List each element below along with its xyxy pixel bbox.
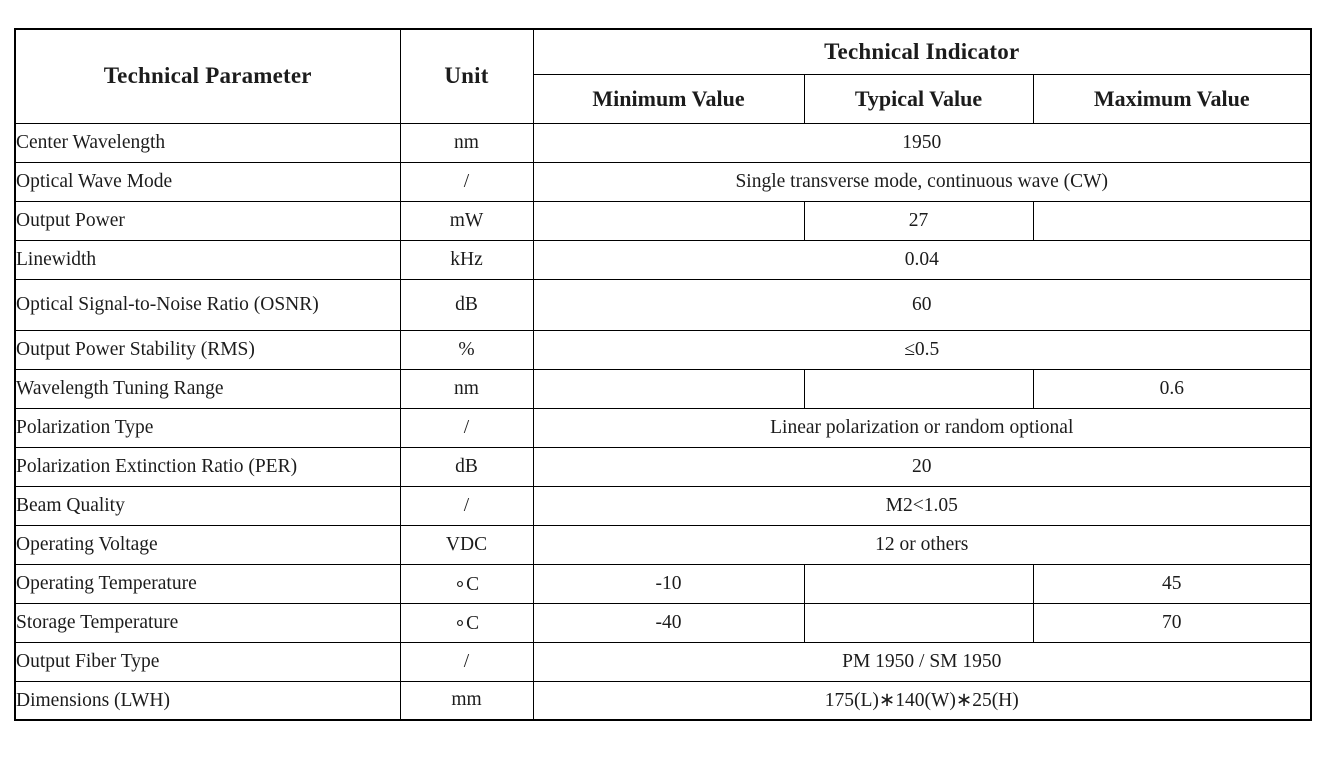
param-cell: Output Power: [14, 200, 401, 241]
header-unit: Unit: [399, 28, 534, 124]
header-row-1: Technical Parameter Unit Technical Indic…: [14, 28, 1312, 124]
unit-cell: /: [399, 407, 534, 448]
max-value-cell: 45: [1032, 563, 1312, 604]
param-cell: Output Power Stability (RMS): [14, 329, 401, 370]
unit-cell: dB: [399, 446, 534, 487]
value-cell: Linear polarization or random optional: [532, 407, 1312, 448]
unit-cell: nm: [399, 368, 534, 409]
value-cell: 12 or others: [532, 524, 1312, 565]
unit-cell: nm: [399, 122, 534, 163]
unit-cell: /: [399, 641, 534, 682]
value-cell: PM 1950 / SM 1950: [532, 641, 1312, 682]
table-row: Dimensions (LWH) mm 175(L)∗140(W)∗25(H): [14, 680, 1312, 721]
table-row: Operating Temperature ∘C -10 45: [14, 563, 1312, 604]
value-cell: 0.04: [532, 239, 1312, 280]
max-value-cell: 0.6: [1032, 368, 1312, 409]
spec-table: Technical Parameter Unit Technical Indic…: [14, 28, 1312, 721]
typ-value-cell: [803, 368, 1034, 409]
table-row: Output Power mW 27: [14, 200, 1312, 241]
min-value-cell: -40: [532, 602, 805, 643]
unit-cell: mW: [399, 200, 534, 241]
max-value-cell: 70: [1032, 602, 1312, 643]
header-maximum-value: Maximum Value: [1032, 73, 1312, 124]
value-cell: 175(L)∗140(W)∗25(H): [532, 680, 1312, 721]
param-cell: Wavelength Tuning Range: [14, 368, 401, 409]
table-row: Output Fiber Type / PM 1950 / SM 1950: [14, 641, 1312, 682]
unit-cell: VDC: [399, 524, 534, 565]
unit-cell: dB: [399, 278, 534, 331]
value-cell: Single transverse mode, continuous wave …: [532, 161, 1312, 202]
param-cell: Dimensions (LWH): [14, 680, 401, 721]
min-value-cell: [532, 368, 805, 409]
param-cell: Operating Voltage: [14, 524, 401, 565]
table-row: Storage Temperature ∘C -40 70: [14, 602, 1312, 643]
table-row: Polarization Extinction Ratio (PER) dB 2…: [14, 446, 1312, 487]
param-cell: Optical Wave Mode: [14, 161, 401, 202]
unit-cell: /: [399, 485, 534, 526]
unit-cell: ∘C: [399, 563, 534, 604]
unit-cell: /: [399, 161, 534, 202]
spec-table-container: Technical Parameter Unit Technical Indic…: [14, 28, 1312, 721]
param-cell: Beam Quality: [14, 485, 401, 526]
max-value-cell: [1032, 200, 1312, 241]
table-row: Operating Voltage VDC 12 or others: [14, 524, 1312, 565]
value-cell: 1950: [532, 122, 1312, 163]
param-cell: Storage Temperature: [14, 602, 401, 643]
param-cell: Output Fiber Type: [14, 641, 401, 682]
unit-cell: kHz: [399, 239, 534, 280]
value-cell: ≤0.5: [532, 329, 1312, 370]
table-row: Linewidth kHz 0.04: [14, 239, 1312, 280]
table-row: Optical Signal-to-Noise Ratio (OSNR) dB …: [14, 278, 1312, 331]
unit-cell: mm: [399, 680, 534, 721]
param-cell: Operating Temperature: [14, 563, 401, 604]
header-technical-indicator: Technical Indicator: [532, 28, 1312, 75]
typ-value-cell: 27: [803, 200, 1034, 241]
param-cell: Optical Signal-to-Noise Ratio (OSNR): [14, 278, 401, 331]
table-row: Wavelength Tuning Range nm 0.6: [14, 368, 1312, 409]
min-value-cell: -10: [532, 563, 805, 604]
param-cell: Polarization Type: [14, 407, 401, 448]
value-cell: M2<1.05: [532, 485, 1312, 526]
unit-cell: ∘C: [399, 602, 534, 643]
header-row-2: Minimum Value Typical Value Maximum Valu…: [15, 73, 1312, 124]
table-row: Beam Quality / M2<1.05: [14, 485, 1312, 526]
typ-value-cell: [803, 563, 1034, 604]
typ-value-cell: [803, 602, 1034, 643]
param-cell: Polarization Extinction Ratio (PER): [14, 446, 401, 487]
value-cell: 20: [532, 446, 1312, 487]
value-cell: 60: [532, 278, 1312, 331]
min-value-cell: [532, 200, 805, 241]
table-row: Center Wavelength nm 1950: [14, 122, 1312, 163]
header-typical-value: Typical Value: [803, 73, 1034, 124]
table-row: Polarization Type / Linear polarization …: [14, 407, 1312, 448]
param-cell: Linewidth: [14, 239, 401, 280]
header-technical-parameter: Technical Parameter: [14, 28, 401, 124]
param-cell: Center Wavelength: [14, 122, 401, 163]
table-row: Output Power Stability (RMS) % ≤0.5: [14, 329, 1312, 370]
unit-cell: %: [399, 329, 534, 370]
table-row: Optical Wave Mode / Single transverse mo…: [14, 161, 1312, 202]
header-minimum-value: Minimum Value: [532, 73, 805, 124]
